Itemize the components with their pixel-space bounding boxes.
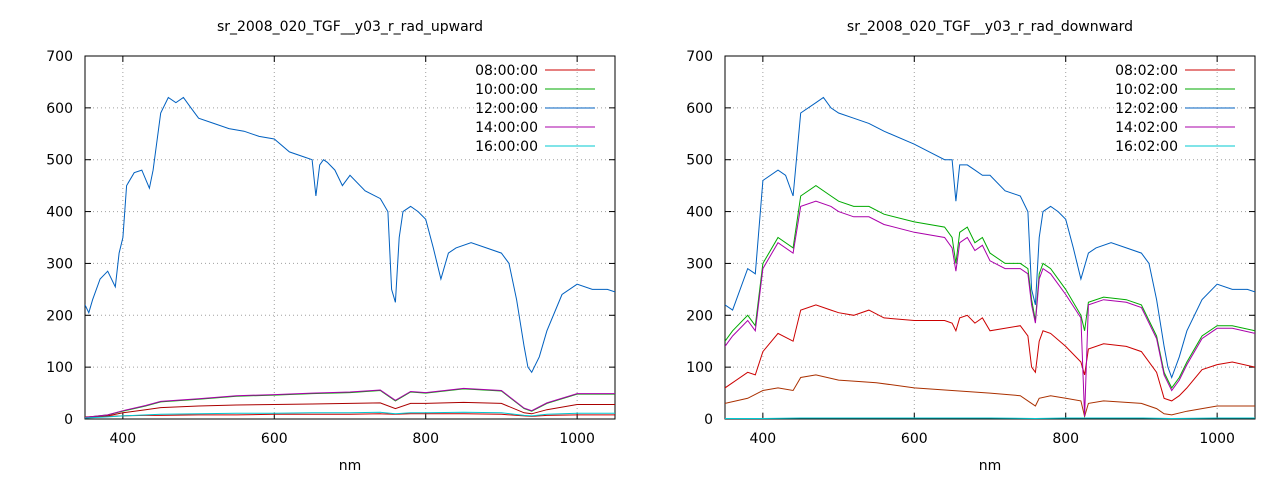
series-line-1 — [85, 401, 615, 419]
y-tick-label: 300 — [46, 256, 73, 272]
y-tick-label: 700 — [46, 49, 73, 65]
y-tick-label: 500 — [686, 153, 713, 169]
legend-label: 16:00:00 — [475, 139, 538, 155]
legend-label: 12:00:00 — [475, 101, 538, 117]
y-tick-label: 400 — [686, 205, 713, 221]
chart-panel-0: sr_2008_020_TGF__y03_r_rad_upward 0 100 200… — [46, 19, 616, 474]
y-tick-label: 700 — [686, 49, 713, 65]
legend-label: 14:02:00 — [1115, 120, 1178, 136]
x-tick-label: 400 — [749, 431, 776, 447]
x-axis-label: nm — [979, 458, 1002, 474]
y-tick-label: 200 — [686, 308, 713, 324]
legend-label: 10:02:00 — [1115, 82, 1178, 98]
y-tick-label: 200 — [46, 308, 73, 324]
series-line-5 — [85, 411, 615, 419]
y-tick-label: 500 — [46, 153, 73, 169]
series-line-2 — [725, 184, 1255, 389]
series-line-4 — [725, 200, 1255, 417]
y-tick-label: 600 — [46, 101, 73, 117]
y-tick-label: 100 — [46, 360, 73, 376]
plot-frame — [724, 55, 1256, 420]
x-tick-label: 1000 — [559, 431, 595, 447]
x-tick-label: 600 — [261, 431, 288, 447]
series-line-1 — [725, 374, 1255, 419]
chart-panel-1: sr_2008_020_TGF__y03_r_rad_downward 0 100 2… — [686, 19, 1256, 474]
series-group — [725, 96, 1255, 419]
legend-label: 12:02:00 — [1115, 101, 1178, 117]
series-line-5 — [725, 417, 1255, 419]
series-line-4 — [85, 387, 615, 418]
series-line-3 — [85, 96, 615, 374]
series-line-0 — [725, 304, 1255, 402]
legend-label: 08:00:00 — [475, 63, 538, 79]
chart-title: sr_2008_020_TGF__y03_r_rad_upward — [217, 19, 483, 35]
y-tick-label: 0 — [704, 412, 713, 428]
plot-frame — [84, 55, 616, 420]
y-tick-label: 100 — [686, 360, 713, 376]
legend-label: 10:00:00 — [475, 82, 538, 98]
series-group — [85, 96, 615, 419]
legend-label: 16:02:00 — [1115, 139, 1178, 155]
y-tick-label: 600 — [686, 101, 713, 117]
x-tick-label: 400 — [109, 431, 136, 447]
legend-label: 14:00:00 — [475, 120, 538, 136]
chart-title: sr_2008_020_TGF__y03_r_rad_downward — [847, 19, 1133, 35]
series-line-3 — [725, 96, 1255, 379]
x-tick-label: 800 — [1052, 431, 1079, 447]
x-axis-label: nm — [339, 458, 362, 474]
legend-label: 08:02:00 — [1115, 63, 1178, 79]
x-tick-label: 800 — [412, 431, 439, 447]
x-tick-label: 600 — [901, 431, 928, 447]
x-tick-label: 1000 — [1199, 431, 1235, 447]
y-tick-label: 300 — [686, 256, 713, 272]
y-tick-label: 400 — [46, 205, 73, 221]
y-tick-label: 0 — [64, 412, 73, 428]
